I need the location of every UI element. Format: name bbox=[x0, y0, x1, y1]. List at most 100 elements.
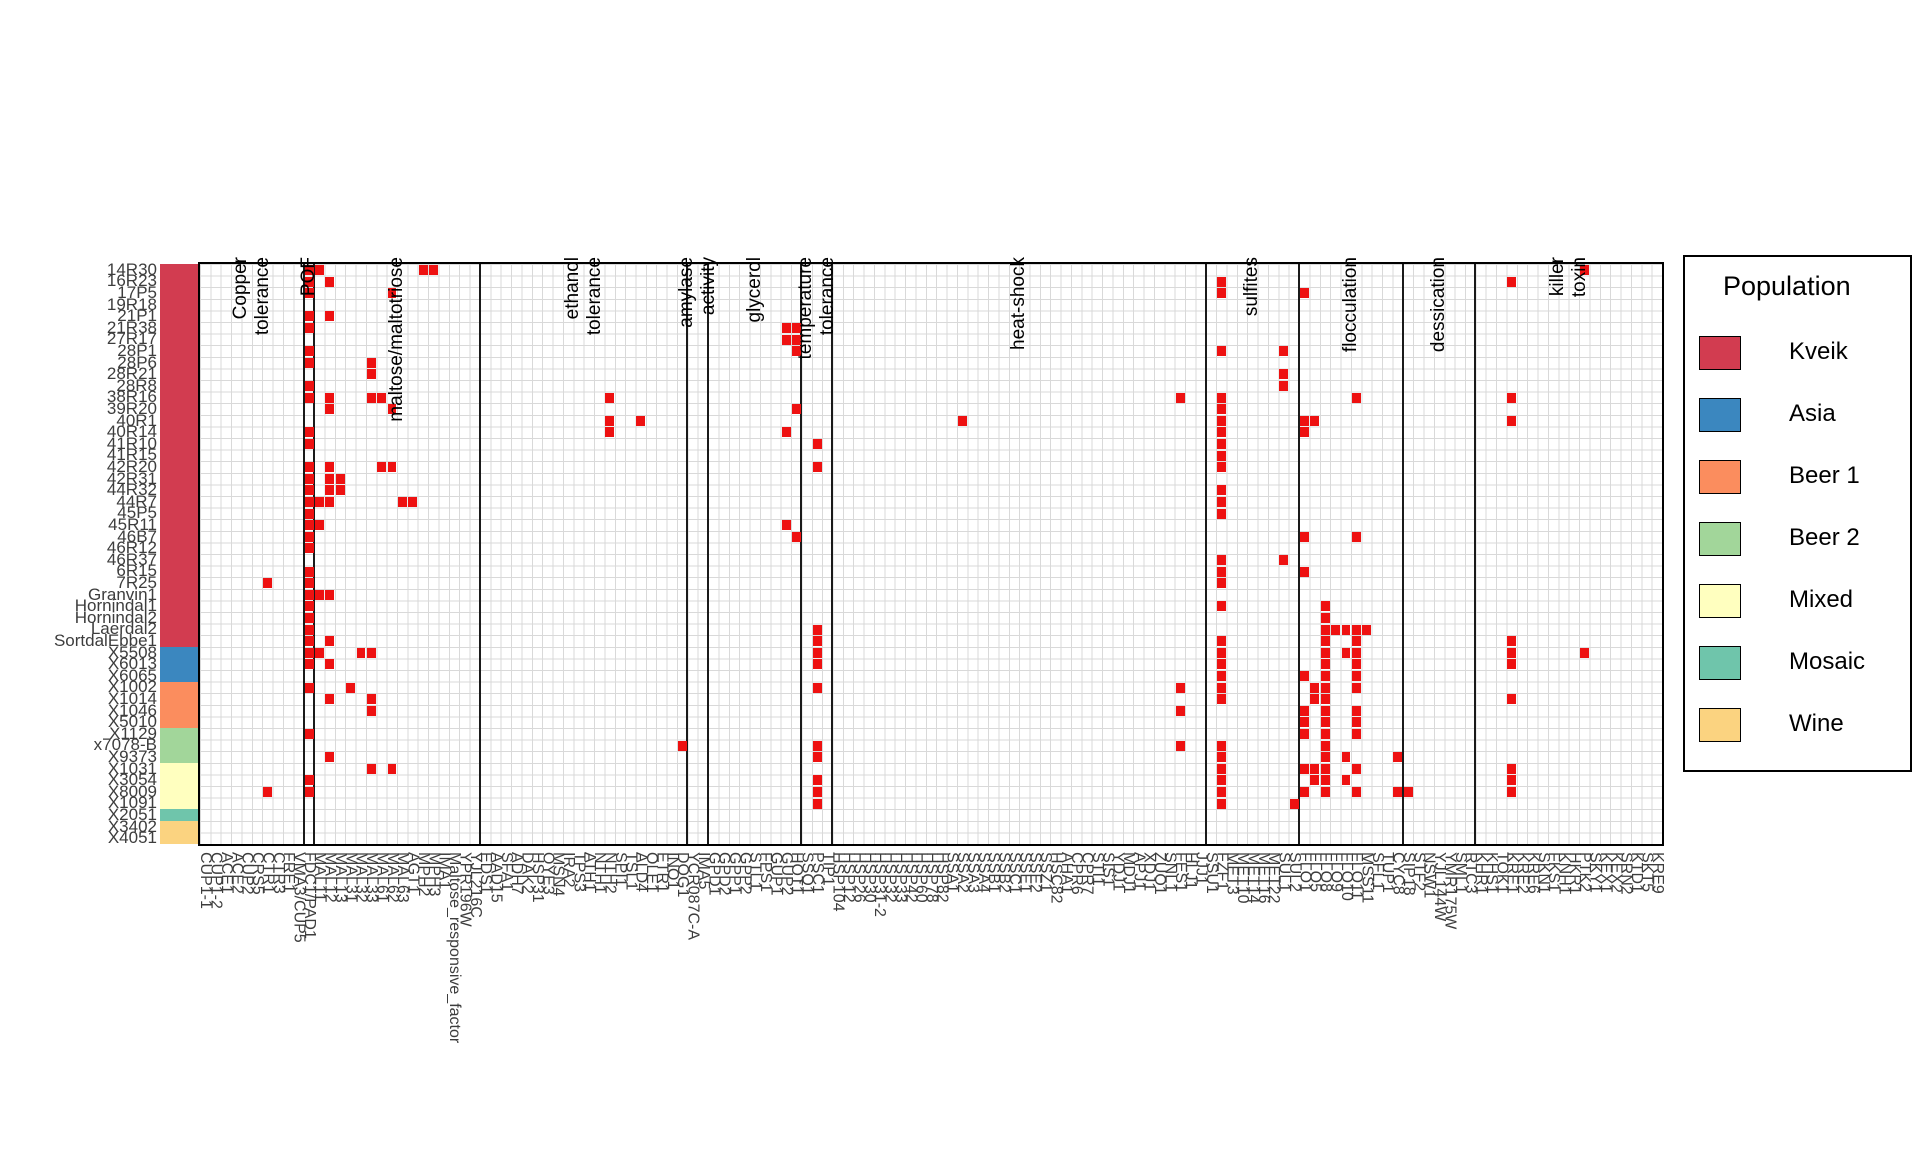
col-label-SML1: SML1 bbox=[1451, 852, 1469, 894]
heat-cell bbox=[1310, 415, 1320, 426]
heat-cell bbox=[812, 787, 822, 798]
heat-cell bbox=[1320, 659, 1330, 670]
heat-cell bbox=[1279, 555, 1289, 566]
category-separator bbox=[707, 264, 710, 844]
col-label-KRE2: KRE2 bbox=[1514, 852, 1532, 894]
col-label-YPR196W: YPR196W bbox=[456, 852, 474, 927]
heat-cell bbox=[1351, 682, 1361, 693]
heat-cell bbox=[1351, 647, 1361, 658]
col-label-STF2: STF2 bbox=[1410, 852, 1428, 892]
heat-cell bbox=[1300, 415, 1309, 426]
col-label-EDS1: EDS1 bbox=[477, 852, 495, 894]
row-label-X2051: X2051 bbox=[107, 805, 157, 824]
category-label-killer-toxin: killer bbox=[1546, 257, 1568, 297]
col-label-HSP104: HSP104 bbox=[829, 852, 847, 912]
col-label-STL1: STL1 bbox=[746, 852, 764, 891]
heat-cell bbox=[377, 462, 387, 473]
col-label-MAL33: MAL33 bbox=[363, 852, 381, 903]
heat-cell bbox=[304, 497, 314, 508]
col-label-FES1: FES1 bbox=[1171, 852, 1189, 893]
legend-title: Population bbox=[1723, 271, 1851, 301]
col-label-SSA4: SSA4 bbox=[974, 852, 992, 893]
col-label-GUP1: GUP1 bbox=[767, 852, 785, 896]
col-label-SSA1: SSA1 bbox=[943, 852, 961, 893]
row-label-X1014: X1014 bbox=[107, 689, 157, 708]
col-label-SSC1: SSC1 bbox=[1005, 852, 1023, 894]
col-label-ATH1: ATH1 bbox=[580, 852, 598, 892]
heat-cell bbox=[325, 694, 335, 705]
legend-swatch-mixed bbox=[1699, 584, 1741, 618]
heat-cell bbox=[366, 705, 376, 716]
col-label-SPI1: SPI1 bbox=[611, 852, 629, 887]
row-label-Hornindal2: Hornindal2 bbox=[74, 607, 157, 627]
heat-cell bbox=[325, 497, 335, 508]
heat-cell bbox=[1507, 647, 1517, 658]
row-label-X6013: X6013 bbox=[107, 654, 157, 674]
col-label-XDJ1: XDJ1 bbox=[1140, 852, 1158, 892]
col-label-CPR6: CPR6 bbox=[1068, 852, 1086, 895]
heat-cell bbox=[1320, 682, 1330, 693]
heat-cell bbox=[781, 427, 791, 438]
col-label-SSE2: SSE2 bbox=[1026, 852, 1044, 893]
heat-cell bbox=[304, 682, 314, 693]
row-label-X3402: X3402 bbox=[107, 816, 157, 836]
heat-cell bbox=[1217, 508, 1226, 519]
heat-cell bbox=[1320, 717, 1330, 728]
col-label-MET22: MET22 bbox=[1265, 852, 1283, 904]
row-label-38R16: 38R16 bbox=[106, 387, 157, 407]
legend-swatch-asia bbox=[1699, 398, 1741, 432]
col-label-TUP1: TUP1 bbox=[1379, 852, 1397, 893]
heat-cell bbox=[346, 682, 356, 693]
heat-cell bbox=[1175, 392, 1185, 403]
heat-cell bbox=[1507, 659, 1517, 670]
heat-cell bbox=[263, 787, 273, 798]
category-label-maltose-maltotriose: maltose/maltotriose bbox=[386, 257, 407, 422]
col-label-ZUO1: ZUO1 bbox=[1151, 852, 1169, 895]
legend-label-beer-2: Beer 2 bbox=[1789, 524, 1860, 551]
row-label-21P1: 21P1 bbox=[117, 306, 157, 326]
row-label-46B7: 46B7 bbox=[117, 526, 157, 546]
col-label-FLO5: FLO5 bbox=[1306, 852, 1324, 893]
population-legend: Population Kveik Asia Beer 1 Beer 2 Mixed Mos… bbox=[1683, 255, 1912, 772]
row-label-44R32: 44R32 bbox=[106, 480, 157, 500]
col-label-CUP1-1: CUP1-1 bbox=[197, 852, 215, 909]
heat-cell bbox=[1320, 613, 1330, 624]
heat-cell bbox=[1403, 787, 1413, 798]
heat-cell bbox=[1351, 787, 1361, 798]
heat-cell bbox=[304, 531, 314, 542]
heat-cell bbox=[677, 740, 687, 751]
row-label-X8009: X8009 bbox=[107, 781, 157, 801]
row-label-14R30: 14R30 bbox=[106, 259, 157, 279]
heat-cell bbox=[1320, 624, 1330, 635]
heat-cell bbox=[1341, 775, 1351, 786]
row-label-X1046: X1046 bbox=[107, 700, 157, 720]
category-separator bbox=[831, 264, 834, 844]
col-label-SSA2: SSA2 bbox=[954, 852, 972, 893]
heat-cell bbox=[304, 636, 314, 647]
heat-cell bbox=[1289, 798, 1299, 809]
heat-cell bbox=[1217, 392, 1226, 403]
col-label-INO1: INO1 bbox=[663, 852, 681, 890]
col-label-KHS1: KHS1 bbox=[1482, 852, 1500, 894]
heat-cell bbox=[1217, 694, 1226, 705]
heat-cell bbox=[1217, 636, 1226, 647]
col-label-GPD2: GPD2 bbox=[715, 852, 733, 896]
heat-cell bbox=[315, 497, 324, 508]
col-label-SIP18: SIP18 bbox=[1399, 852, 1417, 896]
col-label-HSP31-2: HSP31-2 bbox=[871, 852, 889, 917]
col-label-HSP31: HSP31 bbox=[528, 852, 546, 903]
heat-cell bbox=[792, 346, 801, 357]
heat-cell bbox=[1320, 775, 1330, 786]
col-label-FPS1: FPS1 bbox=[757, 852, 775, 893]
heat-cell bbox=[304, 589, 314, 600]
heat-cell bbox=[1217, 601, 1226, 612]
col-label-KRE9: KRE9 bbox=[1648, 852, 1666, 894]
row-label-X6065: X6065 bbox=[107, 665, 157, 685]
col-label-Maltose_responsive_factor: Maltose_responsive_factor bbox=[446, 852, 464, 1044]
heat-cell bbox=[377, 392, 387, 403]
heat-cell bbox=[315, 647, 324, 658]
category-label-ethanol-tolerance: tolerance bbox=[583, 257, 605, 336]
row-label-X1091: X1091 bbox=[107, 793, 157, 813]
col-label-FLO8: FLO8 bbox=[1317, 852, 1334, 893]
